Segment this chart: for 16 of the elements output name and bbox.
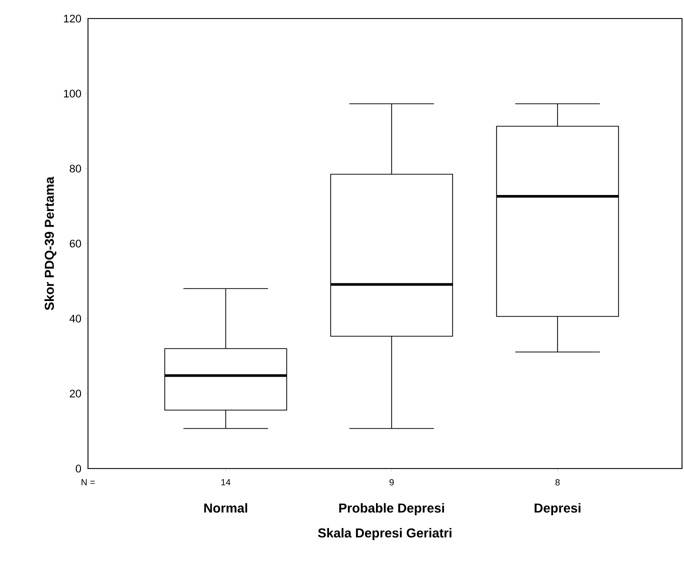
y-axis-title: Skor PDQ-39 Pertama xyxy=(44,176,56,310)
x-tick-label: Depresi xyxy=(534,503,580,516)
x-tick-label: Normal xyxy=(204,503,248,513)
text: 14 xyxy=(221,479,230,486)
y-tick-label: 120 xyxy=(64,14,82,22)
text: 9 xyxy=(390,479,394,486)
y-tick-label: 40 xyxy=(70,314,82,322)
x-tick-label: Probable Depresi xyxy=(339,503,444,516)
x-axis-title: Skala Depresi Geriatri xyxy=(318,528,452,540)
y-tick-label: 60 xyxy=(70,240,82,248)
text: 8 xyxy=(555,479,560,486)
y-tick-label: 100 xyxy=(64,90,82,98)
y-tick-label: 80 xyxy=(70,164,82,172)
y-tick-label: 20 xyxy=(70,390,82,398)
y-tick-label: 0 xyxy=(76,464,82,472)
text: N = xyxy=(82,479,95,486)
